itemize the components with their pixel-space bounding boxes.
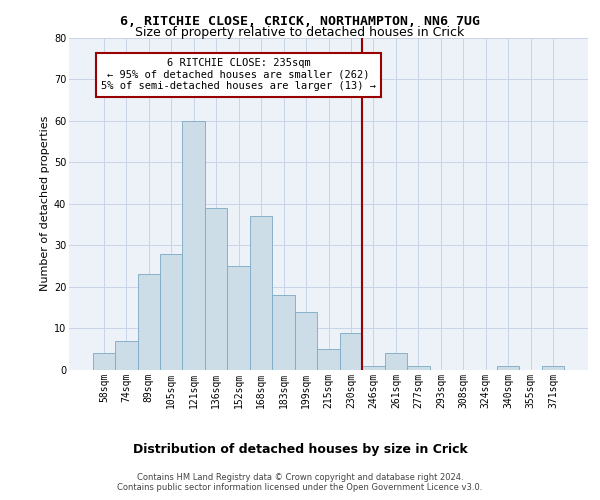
- Bar: [340, 332, 362, 370]
- Bar: [407, 366, 430, 370]
- Text: Distribution of detached houses by size in Crick: Distribution of detached houses by size …: [133, 442, 467, 456]
- Text: 6 RITCHIE CLOSE: 235sqm
← 95% of detached houses are smaller (262)
5% of semi-de: 6 RITCHIE CLOSE: 235sqm ← 95% of detache…: [101, 58, 376, 92]
- Bar: [227, 266, 250, 370]
- Text: Contains HM Land Registry data © Crown copyright and database right 2024.
Contai: Contains HM Land Registry data © Crown c…: [118, 472, 482, 492]
- Bar: [137, 274, 160, 370]
- Bar: [497, 366, 520, 370]
- Bar: [250, 216, 272, 370]
- Y-axis label: Number of detached properties: Number of detached properties: [40, 116, 50, 292]
- Bar: [115, 341, 137, 370]
- Bar: [160, 254, 182, 370]
- Bar: [542, 366, 565, 370]
- Bar: [182, 120, 205, 370]
- Text: Size of property relative to detached houses in Crick: Size of property relative to detached ho…: [136, 26, 464, 39]
- Bar: [295, 312, 317, 370]
- Bar: [272, 295, 295, 370]
- Text: 6, RITCHIE CLOSE, CRICK, NORTHAMPTON, NN6 7UG: 6, RITCHIE CLOSE, CRICK, NORTHAMPTON, NN…: [120, 15, 480, 28]
- Bar: [362, 366, 385, 370]
- Bar: [385, 354, 407, 370]
- Bar: [205, 208, 227, 370]
- Bar: [92, 354, 115, 370]
- Bar: [317, 349, 340, 370]
